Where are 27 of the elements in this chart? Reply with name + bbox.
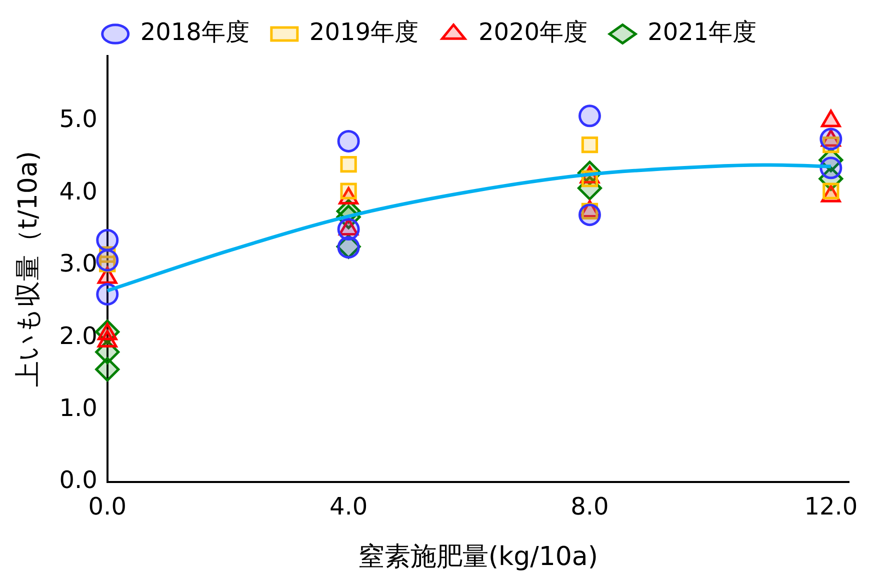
x-tick-label: 4.0 (329, 492, 368, 521)
legend-label: 2020年度 (478, 18, 588, 46)
point (340, 156, 357, 173)
y-axis-title: 上いも収量（t/10a) (13, 150, 44, 388)
y-tick-label: 3.0 (59, 250, 98, 278)
y-tick-label: 2.0 (59, 322, 98, 350)
point (337, 218, 360, 241)
point (95, 357, 120, 382)
point (337, 130, 360, 152)
point (578, 104, 601, 128)
x-axis-title: 窒素施肥量(kg/10a) (358, 542, 598, 572)
y-tick-label: 4.0 (59, 177, 98, 206)
point (96, 249, 119, 272)
point (820, 128, 842, 150)
legend-label: 2019年度 (309, 18, 418, 46)
legend-label: 2021年度 (648, 18, 757, 46)
point (578, 204, 601, 226)
point (581, 136, 598, 154)
x-tick-label: 12.0 (804, 492, 858, 521)
point (96, 283, 119, 306)
x-tick-label: 0.0 (88, 492, 126, 521)
x-tick-label: 8.0 (570, 492, 609, 521)
point (96, 228, 119, 252)
y-tick-label: 1.0 (59, 394, 98, 422)
y-tick-label: 0.0 (59, 466, 98, 494)
y-tick-label: 5.0 (59, 105, 98, 134)
legend-label: 2018年度 (140, 18, 250, 46)
